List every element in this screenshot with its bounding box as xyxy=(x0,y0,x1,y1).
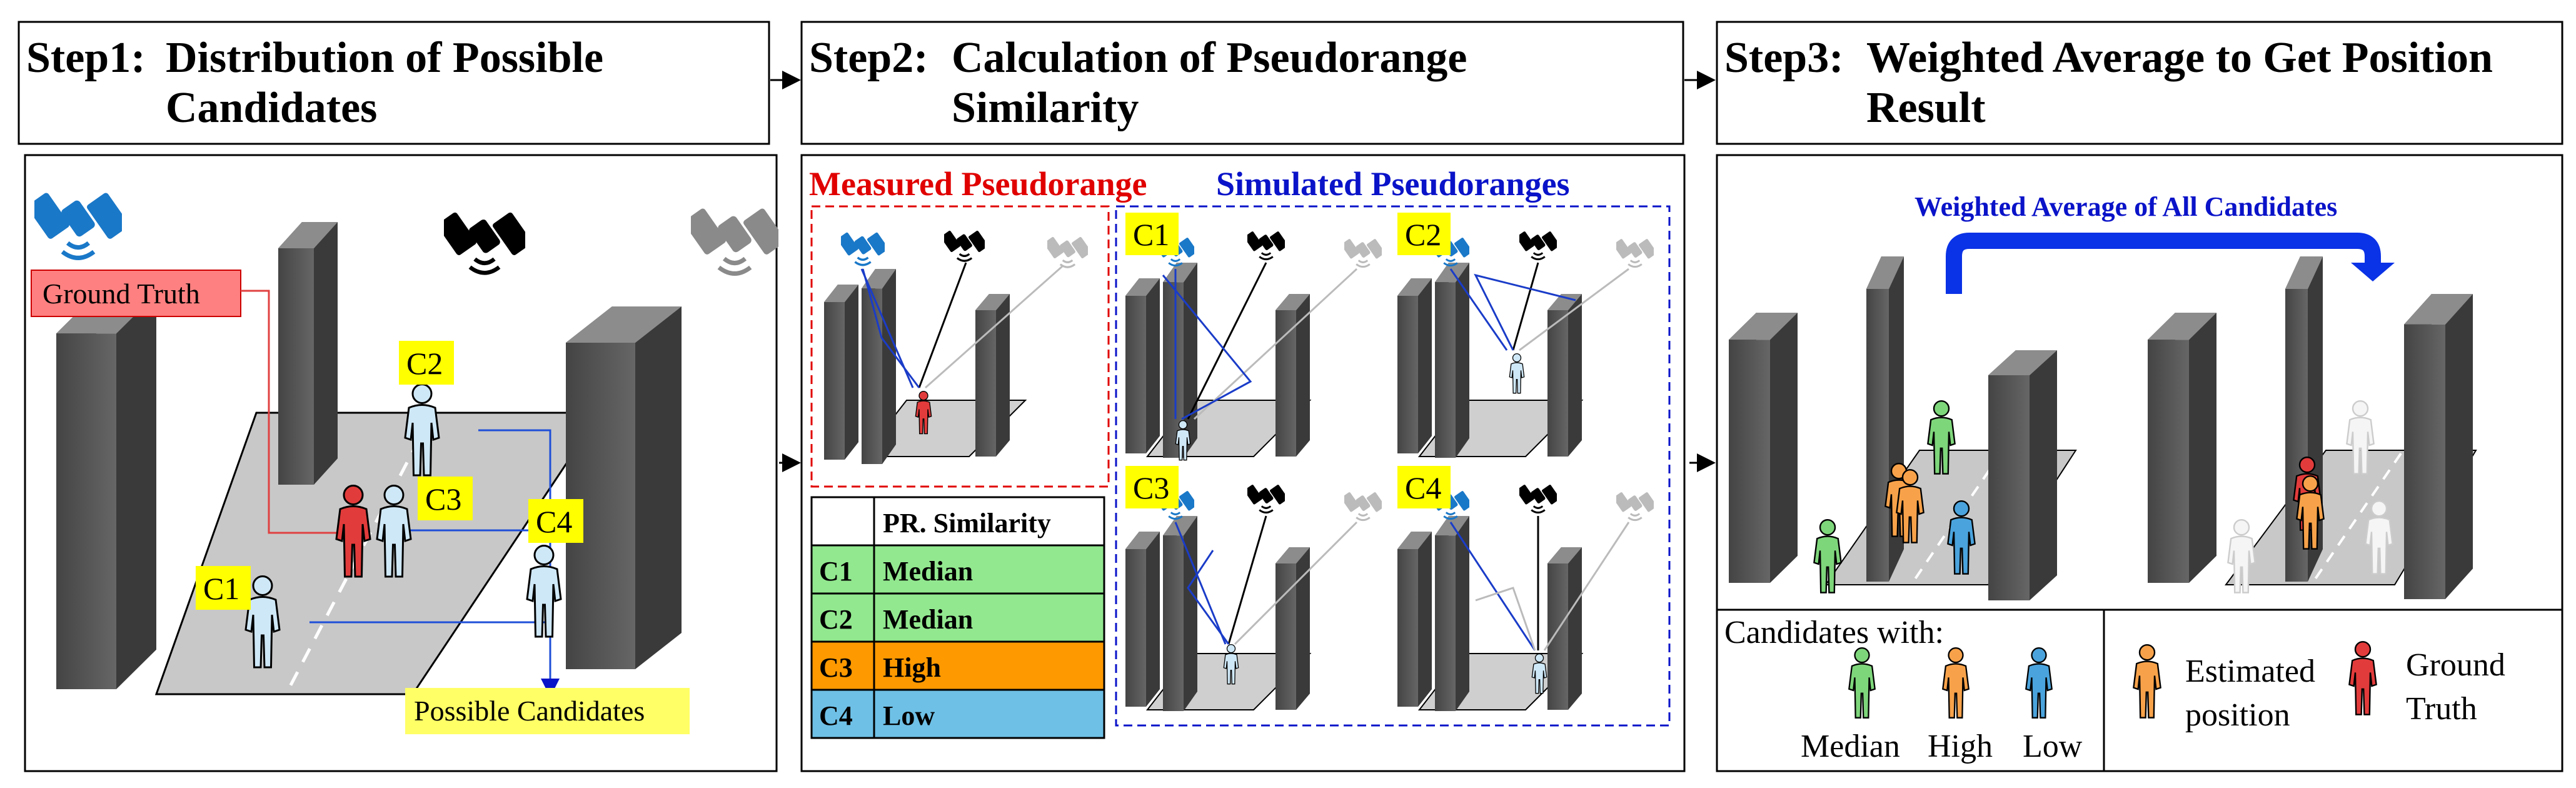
candidate-tag-c4-text: C4 xyxy=(536,504,572,539)
step3-prefix: Step3: xyxy=(1724,34,1844,82)
ground-truth-text: Ground Truth xyxy=(43,278,200,310)
sim-tile-c1: C1 xyxy=(1125,213,1382,461)
candidate-tag-c4 xyxy=(528,499,583,543)
table-row-id: C2 xyxy=(819,604,853,635)
legend-estimated-line2: position xyxy=(2185,697,2290,733)
panel2: Measured Pseudorange Simulated Pseudoran… xyxy=(800,154,1686,772)
similarity-table: PR. Similarity C1 Median C2 Median C3 Hi… xyxy=(810,496,1105,739)
step2-prefix: Step2: xyxy=(809,34,928,82)
legend-low-label: Low xyxy=(2023,729,2083,764)
table-row-value: Median xyxy=(883,556,973,587)
step2-title-line1: Calculation of Pseudorange xyxy=(952,34,1467,82)
table-header: PR. Similarity xyxy=(883,508,1051,538)
step1-title-line1: Distribution of Possible xyxy=(166,34,603,82)
building-left xyxy=(56,294,156,689)
building-mid xyxy=(278,222,338,485)
weighted-average-label: Weighted Average of All Candidates xyxy=(1914,191,2337,222)
possible-candidates-text: Possible Candidates xyxy=(414,695,645,727)
candidate-tag-c3 xyxy=(418,477,473,520)
possible-candidates-label xyxy=(405,688,690,734)
legend-title: Candidates with: xyxy=(1724,615,1944,650)
legend-truth-line1: Ground xyxy=(2406,647,2505,683)
scene-candidates xyxy=(1729,256,2077,600)
table-row-id: C3 xyxy=(819,652,853,683)
candidate-tag-c3-text: C3 xyxy=(425,482,461,517)
step3-title-line1: Weighted Average to Get Position xyxy=(1866,34,2493,82)
step1-prefix: Step1: xyxy=(26,34,146,82)
ground-truth-label xyxy=(31,270,241,317)
table-row: C4 Low xyxy=(810,689,1105,739)
simulated-frame xyxy=(1115,205,1671,727)
sim-tile-c3-tag-text: C3 xyxy=(1133,470,1169,505)
sim-tile-c1-tag xyxy=(1125,213,1179,255)
legend-estimated-line1: Estimated xyxy=(2185,654,2315,689)
step2-header: Step2: Calculation of Pseudorange Simila… xyxy=(800,21,1684,145)
sim-tile-c3-tag xyxy=(1125,466,1179,508)
candidate-tag-c2-text: C2 xyxy=(406,346,443,381)
weighted-average-arrow xyxy=(1946,233,2381,294)
table-row: C3 High xyxy=(810,640,1105,691)
measured-pseudorange-label: Measured Pseudorange xyxy=(809,165,1147,203)
sim-tile-c2: C2 xyxy=(1397,213,1654,458)
table-row-id: C4 xyxy=(819,700,853,731)
step1-header: Step1: Distribution of Possible Candidat… xyxy=(18,21,770,145)
table-row: C2 Median xyxy=(810,592,1105,643)
step3-title-line2: Result xyxy=(1866,84,1986,132)
table-row-value: Low xyxy=(883,700,935,731)
sim-tile-c4: C4 xyxy=(1397,466,1654,711)
sim-tile-c4-tag-text: C4 xyxy=(1405,470,1441,505)
sim-tile-c4-tag xyxy=(1397,466,1451,508)
step2-title-line2: Similarity xyxy=(952,84,1139,132)
candidate-tag-c2 xyxy=(399,341,454,385)
sim-tile-c2-tag-text: C2 xyxy=(1405,217,1441,252)
legend-truth-line2: Truth xyxy=(2406,691,2477,727)
measured-scene xyxy=(824,229,1088,464)
table-row-id: C1 xyxy=(819,556,853,587)
scene-estimated xyxy=(2148,256,2477,599)
table-row-value: Median xyxy=(883,604,973,635)
panel1: Ground Truth C2 C3 C1 C4 Possible Candid… xyxy=(24,154,786,772)
table-row-value: High xyxy=(883,652,941,683)
candidate-tag-c1-text: C1 xyxy=(203,571,239,606)
sim-tile-c1-tag-text: C1 xyxy=(1133,217,1169,252)
sim-tile-c3: C3 xyxy=(1125,466,1382,711)
candidate-tag-c1 xyxy=(196,566,251,610)
step1-title-line2: Candidates xyxy=(166,84,377,132)
panel3: Weighted Average of All Candidates xyxy=(1716,154,2563,772)
sim-tile-c2-tag xyxy=(1397,213,1451,255)
step3-header: Step3: Weighted Average to Get Position … xyxy=(1716,21,2563,145)
building-right xyxy=(566,306,682,669)
legend: Candidates with: Median High Low Estimat… xyxy=(1717,609,2562,771)
table-row: C1 Median xyxy=(810,544,1105,595)
simulated-pseudoranges-label: Simulated Pseudoranges xyxy=(1216,165,1570,203)
legend-high-label: High xyxy=(1928,729,1993,764)
legend-median-label: Median xyxy=(1801,729,1900,764)
